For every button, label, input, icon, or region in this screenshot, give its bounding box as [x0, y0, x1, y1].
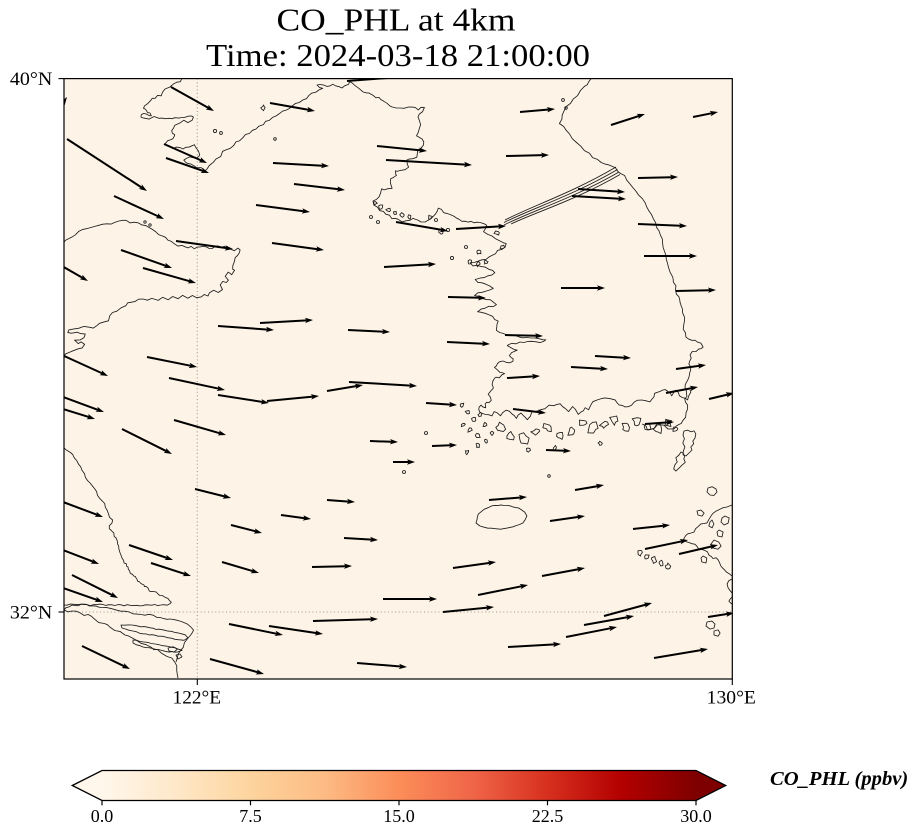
svg-text:32°N: 32°N — [10, 603, 53, 624]
svg-text:0.0: 0.0 — [91, 806, 114, 826]
svg-text:Time: 2024-03-18 21:00:00: Time: 2024-03-18 21:00:00 — [206, 38, 590, 73]
svg-text:130°E: 130°E — [707, 687, 756, 708]
svg-text:CO_PHL at 4km: CO_PHL at 4km — [277, 3, 517, 38]
svg-text:30.0: 30.0 — [680, 806, 712, 826]
svg-text:40°N: 40°N — [10, 69, 53, 90]
svg-text:CO_PHL (ppbv): CO_PHL (ppbv) — [770, 768, 908, 790]
svg-text:22.5: 22.5 — [532, 806, 564, 826]
svg-text:7.5: 7.5 — [239, 806, 262, 826]
svg-text:122°E: 122°E — [173, 687, 222, 708]
svg-text:15.0: 15.0 — [383, 806, 415, 826]
